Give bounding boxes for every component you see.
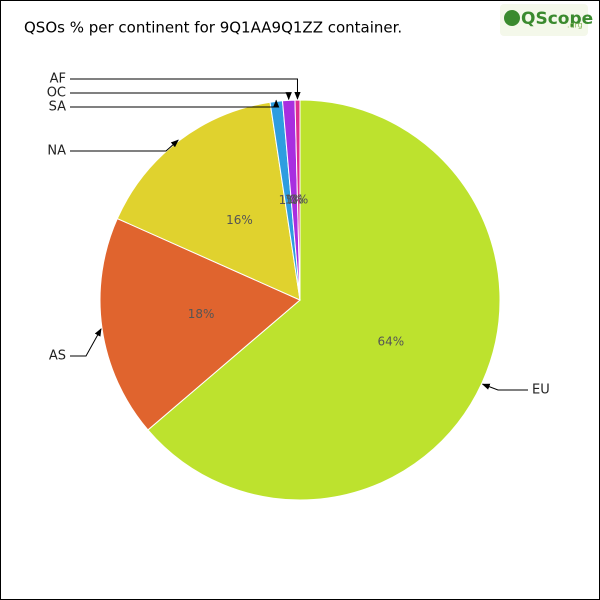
- logo-icon: [504, 10, 520, 26]
- slice-label: NA: [47, 144, 66, 159]
- slice-percent: 16%: [226, 213, 253, 227]
- slice-label: AF: [50, 72, 66, 87]
- pie-slice: [147, 99, 501, 501]
- logo-text: QScope: [521, 9, 593, 29]
- slice-label: EU: [532, 383, 550, 398]
- label-leader: [70, 99, 280, 108]
- slice-percent: 1%: [279, 193, 298, 207]
- slice-percent: 64%: [377, 334, 404, 348]
- slice-label: OC: [47, 86, 66, 101]
- logo: QScope .org: [500, 4, 593, 36]
- label-leader: [481, 383, 528, 391]
- label-leader: [70, 328, 102, 357]
- pie-slice: [294, 99, 301, 301]
- slice-percent: 0%: [289, 193, 308, 207]
- slice-percent: 1%: [285, 193, 304, 207]
- label-leader: [70, 139, 179, 152]
- chart-title: QSOs % per continent for 9Q1AA9Q1ZZ cont…: [24, 19, 402, 37]
- slice-percent: 18%: [188, 307, 215, 321]
- logo-bg: [500, 4, 588, 36]
- label-leader: [70, 78, 301, 100]
- pie-slice: [116, 101, 301, 301]
- pie-slice: [99, 217, 301, 431]
- label-leader: [70, 92, 292, 101]
- logo-suffix: .org: [567, 21, 583, 30]
- slice-label: SA: [49, 100, 66, 115]
- slice-label: AS: [49, 349, 66, 364]
